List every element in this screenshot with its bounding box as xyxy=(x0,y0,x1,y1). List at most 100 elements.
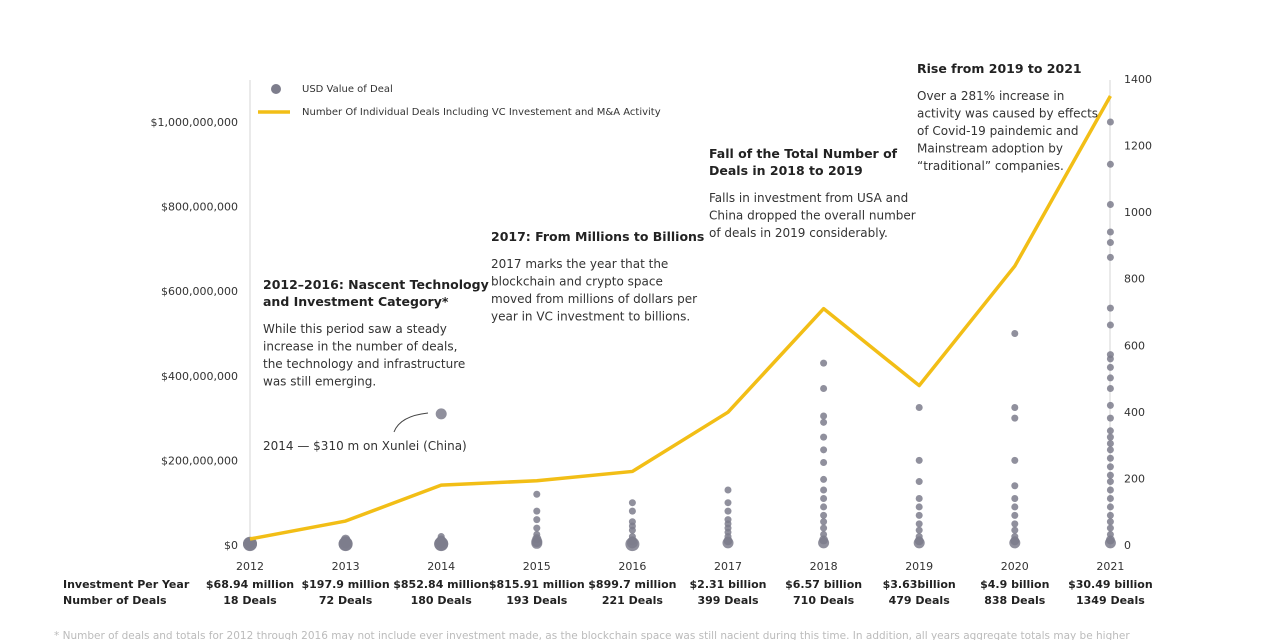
deals-line xyxy=(249,95,1112,541)
deal-dot xyxy=(915,511,923,519)
x-tick-label: 2019 xyxy=(905,560,933,573)
deal-dot xyxy=(1106,471,1114,479)
y-right-tick-label: 600 xyxy=(1124,339,1145,352)
x-tick-label: 2014 xyxy=(427,560,455,573)
deal-dot xyxy=(820,494,828,502)
annotation-title: 2017: From Millions to Billions xyxy=(491,229,704,244)
table-row-label-investment: Investment Per Year xyxy=(63,578,190,591)
deal-dot xyxy=(1106,304,1114,312)
deal-dot xyxy=(915,456,923,464)
deal-dot xyxy=(1106,446,1114,454)
deal-dot xyxy=(434,537,449,552)
deal-dot xyxy=(820,446,828,454)
y-left-tick-label: $0 xyxy=(224,539,238,552)
deal-dot xyxy=(915,526,923,534)
deal-dots xyxy=(243,118,1116,552)
deal-dot xyxy=(724,486,732,494)
table-investment-value: $2.31 billion xyxy=(690,578,767,591)
deal-dot xyxy=(533,490,541,498)
table-deals-value: 193 Deals xyxy=(506,594,568,607)
deal-dot xyxy=(1106,200,1114,208)
annotation-body: 2017 marks the year that the xyxy=(491,257,668,271)
deal-dot xyxy=(1106,518,1114,526)
deal-dot xyxy=(1106,160,1114,168)
deal-dot xyxy=(1106,321,1114,329)
deal-dot xyxy=(628,499,636,507)
deal-dot xyxy=(1106,384,1114,392)
deal-dot xyxy=(1106,511,1114,519)
annotation-body: China dropped the overall number xyxy=(709,209,916,223)
annotation-title: Fall of the Total Number of xyxy=(709,146,898,161)
deal-dot xyxy=(1104,537,1116,549)
annotation-body: of deals in 2019 considerably. xyxy=(709,226,888,240)
table-deals-value: 180 Deals xyxy=(411,594,473,607)
annotation-body: increase in the number of deals, xyxy=(263,340,457,354)
table-row-label-deals: Number of Deals xyxy=(63,594,167,607)
table-deals-value: 479 Deals xyxy=(889,594,951,607)
annotation-body: of Covid-19 paindemic and xyxy=(917,124,1079,138)
deal-dot xyxy=(1106,355,1114,363)
legend-dot-icon xyxy=(271,84,281,94)
deal-dot xyxy=(1106,454,1114,462)
deal-dot xyxy=(1011,503,1019,511)
deal-dot xyxy=(1106,374,1114,382)
deal-dot xyxy=(1106,427,1114,435)
deal-dot xyxy=(913,537,925,549)
deal-dot xyxy=(628,507,636,515)
legend-line-label: Number Of Individual Deals Including VC … xyxy=(302,107,661,118)
x-tick-label: 2016 xyxy=(618,560,646,573)
table-investment-value: $3.63billion xyxy=(883,578,956,591)
deal-dot xyxy=(820,475,828,483)
deal-dot xyxy=(820,359,828,367)
y-right-tick-label: 200 xyxy=(1124,472,1145,485)
annotation-title: Rise from 2019 to 2021 xyxy=(917,61,1082,76)
deal-dot xyxy=(820,486,828,494)
deal-dot xyxy=(1011,511,1019,519)
table-investment-value: $6.57 billion xyxy=(785,578,862,591)
deal-dot xyxy=(820,418,828,426)
x-tick-label: 2017 xyxy=(714,560,742,573)
annotation-body: Falls in investment from USA and xyxy=(709,191,908,205)
table-deals-value: 399 Deals xyxy=(697,594,759,607)
deal-dot xyxy=(1011,482,1019,490)
deal-dot xyxy=(533,507,541,515)
deal-dot xyxy=(531,537,543,549)
deal-dot xyxy=(1106,463,1114,471)
deal-dot xyxy=(1106,414,1114,422)
deal-dot xyxy=(1011,456,1019,464)
table-investment-value: $899.7 million xyxy=(588,578,676,591)
table-deals-value: 710 Deals xyxy=(793,594,855,607)
annotation-body: “traditional” companies. xyxy=(917,159,1064,173)
deal-dot xyxy=(1106,253,1114,261)
x-tick-label: 2013 xyxy=(332,560,360,573)
deal-dot xyxy=(724,507,732,515)
deal-dot xyxy=(1106,239,1114,247)
y-right-tick-label: 0 xyxy=(1124,539,1131,552)
deal-dot xyxy=(1106,228,1114,236)
annotation-body: Mainstream adoption by xyxy=(917,142,1063,156)
deal-dot xyxy=(1106,363,1114,371)
deal-dot xyxy=(820,511,828,519)
table-deals-value: 838 Deals xyxy=(984,594,1046,607)
table-deals-value: 221 Deals xyxy=(602,594,664,607)
annotation-body: While this period saw a steady xyxy=(263,322,447,336)
annotation-title: and Investment Category* xyxy=(263,294,449,309)
legend-dot-label: USD Value of Deal xyxy=(302,84,393,95)
table-investment-value: $852.84 million xyxy=(393,578,489,591)
annotation-body: was still emerging. xyxy=(263,375,376,389)
table-investment-value: $68.94 million xyxy=(206,578,294,591)
deal-dot xyxy=(1106,494,1114,502)
y-left-tick-label: $600,000,000 xyxy=(161,285,238,298)
deal-dot xyxy=(1106,401,1114,409)
y-right-tick-label: 1400 xyxy=(1124,73,1152,86)
deal-dot xyxy=(820,433,828,441)
table-investment-value: $30.49 billion xyxy=(1068,578,1153,591)
deal-dot xyxy=(820,459,828,467)
deal-dot xyxy=(820,384,828,392)
deal-dot xyxy=(915,503,923,511)
annotation-body: activity was caused by effects xyxy=(917,107,1098,121)
y-right-tick-label: 800 xyxy=(1124,273,1145,286)
deal-dot xyxy=(915,404,923,412)
y-left-tick-label: $800,000,000 xyxy=(161,201,238,214)
